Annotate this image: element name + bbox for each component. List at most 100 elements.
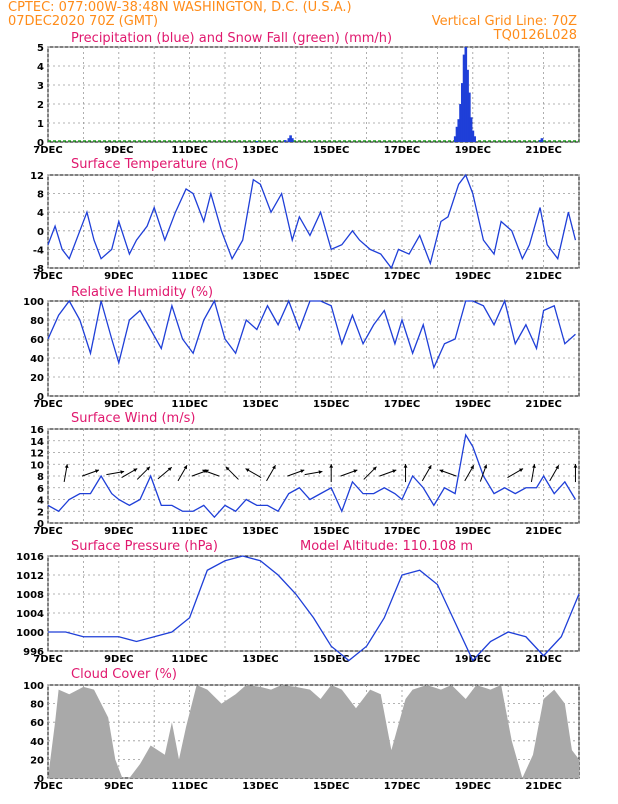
y-tick-label: 996 <box>23 647 44 658</box>
x-tick-label: 7DEC <box>33 526 62 537</box>
x-tick-label: 19DEC <box>455 526 491 537</box>
wind-arrow-head <box>519 468 524 472</box>
x-tick-label: 17DEC <box>384 271 420 282</box>
panel-title: Surface Pressure (hPa) <box>71 539 218 554</box>
panel-title: Surface Wind (m/s) <box>71 411 195 426</box>
wind-arrow <box>177 465 188 482</box>
y-tick-label: 8 <box>37 472 44 483</box>
x-tick-label: 21DEC <box>525 145 561 156</box>
y-tick-label: 4 <box>37 496 44 507</box>
wind-arrow <box>507 468 524 478</box>
wind-arrow-head <box>318 470 323 474</box>
y-tick-label: 0 <box>37 138 44 149</box>
y-tick-label: 40 <box>30 354 44 365</box>
wind-arrow-head <box>573 464 578 468</box>
x-tick-label: 11DEC <box>171 654 207 665</box>
y-tick-label: 60 <box>30 335 44 346</box>
y-tick-label: 100 <box>23 681 44 692</box>
wind-arrow <box>421 465 432 482</box>
y-tick-label: 1000 <box>16 628 44 639</box>
x-tick-label: 17DEC <box>384 781 420 792</box>
wind-arrow <box>479 464 488 482</box>
wind-arrow <box>106 470 125 476</box>
wind-arrow <box>379 469 397 477</box>
panel-title: Precipitation (blue) and Snow Fall (gree… <box>71 31 392 46</box>
wind-arrow <box>266 465 276 482</box>
header-model-code: TQ0126L028 <box>493 28 577 43</box>
precip-bar <box>289 135 292 142</box>
wind-arrow-head <box>532 464 536 468</box>
wind-arrow <box>363 466 377 480</box>
x-tick-label: 11DEC <box>171 526 207 537</box>
panel-6: 0 20 40 60 80 100 7DEC 9DEC 11DEC 13DEC 15DEC 17DEC… <box>23 667 580 792</box>
wind-arrow <box>439 469 457 477</box>
y-tick-label: 1 <box>37 119 44 130</box>
header-datetime: 07DEC2020 70Z (GMT) <box>8 14 158 29</box>
wind-arrow-head <box>94 469 99 473</box>
x-tick-label: 15DEC <box>313 399 349 410</box>
y-tick-label: 10 <box>30 460 44 471</box>
x-tick-label: 9DEC <box>104 781 133 792</box>
y-tick-label: 12 <box>30 171 44 182</box>
wind-arrow <box>464 465 475 482</box>
x-tick-label: 19DEC <box>455 145 491 156</box>
y-tick-label: 80 <box>30 700 44 711</box>
precip-bar <box>283 140 287 142</box>
series-line <box>47 433 577 519</box>
x-tick-label: 7DEC <box>33 654 62 665</box>
y-tick-label: 80 <box>30 316 44 327</box>
precip-bar <box>255 141 259 142</box>
y-tick-label: 1008 <box>16 590 44 601</box>
x-tick-label: 19DEC <box>455 399 491 410</box>
precip-bar <box>287 138 291 142</box>
y-tick-label: 1016 <box>16 552 44 563</box>
wind-arrow <box>340 469 358 477</box>
x-tick-label: 13DEC <box>242 271 278 282</box>
wind-arrow-head <box>483 464 488 469</box>
panel-5: 996 1000 1004 1008 1012 1016 7DEC 9DEC 11DEC 13DE… <box>16 539 580 665</box>
precip-bar <box>453 136 457 142</box>
wind-arrow <box>225 466 239 480</box>
wind-arrow <box>245 468 262 478</box>
wind-arrow <box>121 468 138 478</box>
precip-bar <box>473 136 476 142</box>
x-tick-label: 13DEC <box>242 654 278 665</box>
y-tick-label: 8 <box>37 190 44 201</box>
wind-arrow-head <box>272 465 276 470</box>
x-tick-label: 17DEC <box>384 145 420 156</box>
y-tick-label: 20 <box>30 373 44 384</box>
cloud-cover-area <box>48 685 579 778</box>
x-tick-label: 11DEC <box>171 145 207 156</box>
y-tick-label: 100 <box>23 297 44 308</box>
x-tick-label: 17DEC <box>384 399 420 410</box>
y-tick-label: 3 <box>37 81 44 92</box>
wind-arrow <box>81 469 100 477</box>
header-location: CPTEC: 077:00W-38:48N WASHINGTON, D.C. (… <box>8 0 352 15</box>
panel-title: Relative Humidity (%) <box>71 285 213 300</box>
wind-arrow <box>136 466 151 480</box>
x-tick-label: 9DEC <box>104 399 133 410</box>
wind-arrow <box>202 469 220 477</box>
x-tick-label: 13DEC <box>242 526 278 537</box>
y-tick-label: 4 <box>37 208 44 219</box>
x-tick-label: 13DEC <box>242 781 278 792</box>
x-tick-label: 11DEC <box>171 781 207 792</box>
wind-arrow <box>329 464 334 483</box>
panel-annotation: Model Altitude: 110.108 m <box>300 539 473 554</box>
x-tick-label: 17DEC <box>384 654 420 665</box>
wind-arrow <box>63 464 69 483</box>
x-tick-label: 7DEC <box>33 781 62 792</box>
precip-bar <box>457 119 461 142</box>
wind-arrow-head <box>245 468 250 472</box>
x-tick-label: 13DEC <box>242 145 278 156</box>
y-tick-label: 40 <box>30 737 44 748</box>
x-tick-label: 15DEC <box>313 654 349 665</box>
wind-arrow <box>157 466 173 480</box>
x-tick-label: 21DEC <box>525 654 561 665</box>
wind-arrow-head <box>64 464 69 468</box>
wind-arrow-head <box>470 465 474 470</box>
wind-arrow-head <box>202 469 207 473</box>
y-tick-label: -8 <box>33 264 44 275</box>
x-tick-label: 21DEC <box>525 399 561 410</box>
